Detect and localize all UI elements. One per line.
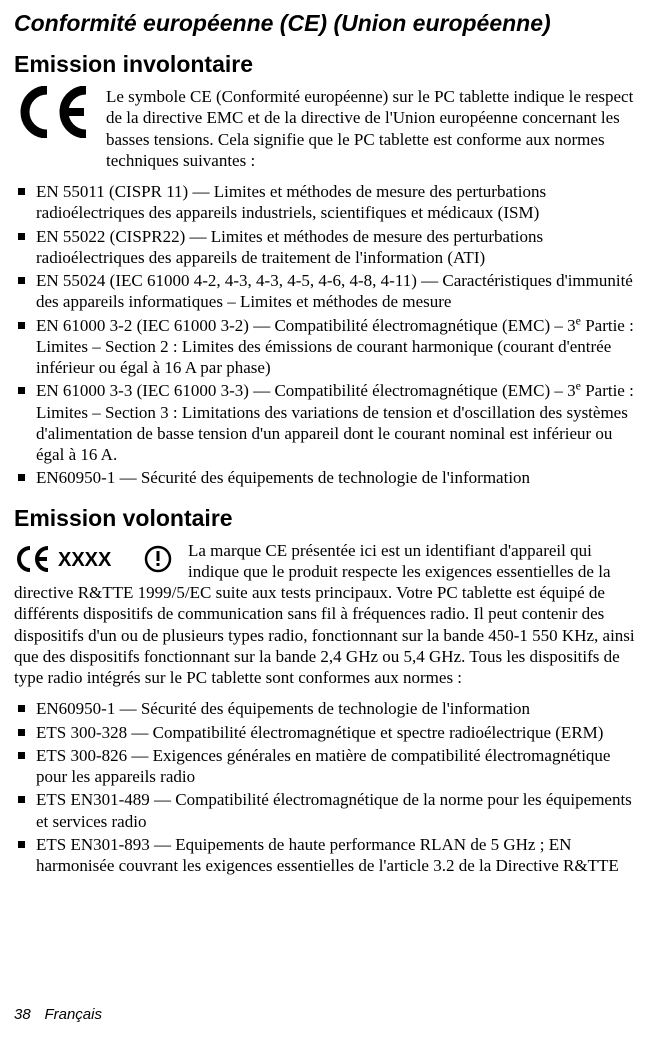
- list-item: ETS EN301-489 — Compatibilité électromag…: [14, 789, 640, 832]
- list-item: ETS 300-328 — Compatibilité électromagné…: [14, 722, 640, 743]
- voluntary-intro-block: XXXX La marque CE présentée ici est un i…: [14, 540, 640, 689]
- voluntary-standards-list: EN60950-1 — Sécurité des équipements de …: [14, 698, 640, 876]
- voluntary-heading: Emission volontaire: [14, 505, 640, 532]
- page-language: Français: [44, 1006, 102, 1023]
- involuntary-standards-list: EN 55011 (CISPR 11) — Limites et méthode…: [14, 181, 640, 489]
- involuntary-heading: Emission involontaire: [14, 51, 640, 78]
- list-item: EN60950-1 — Sécurité des équipements de …: [14, 467, 640, 488]
- list-item: EN 55011 (CISPR 11) — Limites et méthode…: [14, 181, 640, 224]
- page-number: 38: [14, 1006, 31, 1023]
- involuntary-intro-text: Le symbole CE (Conformité européenne) su…: [106, 86, 640, 171]
- list-item: EN 61000 3-3 (IEC 61000 3-3) — Compatibi…: [14, 380, 640, 465]
- page: Conformité européenne (CE) (Union europé…: [0, 0, 654, 1044]
- list-item: ETS EN301-893 — Equipements de haute per…: [14, 834, 640, 877]
- page-title: Conformité européenne (CE) (Union europé…: [14, 10, 640, 37]
- list-item: EN 55024 (IEC 61000 4-2, 4-3, 4-3, 4-5, …: [14, 270, 640, 313]
- ce-xxxx-label: XXXX: [58, 549, 112, 571]
- ce-xxxx-mark-icon: XXXX: [14, 544, 174, 574]
- list-item: ETS 300-826 — Exigences générales en mat…: [14, 745, 640, 788]
- list-item: EN 55022 (CISPR22) — Limites et méthodes…: [14, 226, 640, 269]
- page-footer: 38 Français: [14, 1006, 102, 1024]
- list-item: EN 61000 3-2 (IEC 61000 3-2) — Compatibi…: [14, 315, 640, 379]
- involuntary-intro-block: Le symbole CE (Conformité européenne) su…: [14, 86, 640, 171]
- ce-mark-icon: [14, 86, 92, 138]
- list-item: EN60950-1 — Sécurité des équipements de …: [14, 698, 640, 719]
